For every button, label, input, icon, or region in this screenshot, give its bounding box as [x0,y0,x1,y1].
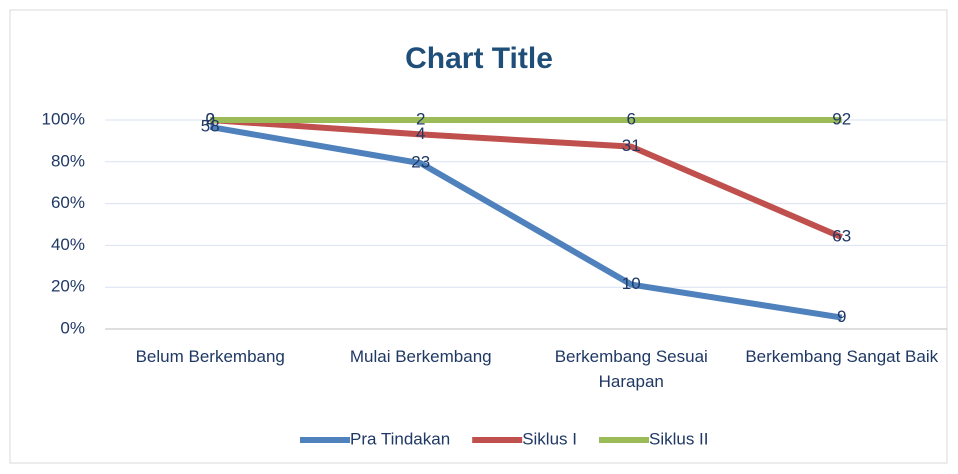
x-tick-label: Berkembang Sesuai Harapan [554,347,708,391]
data-label: 2 [416,109,425,128]
y-tick-label: 40% [51,235,85,254]
line-series [209,124,843,321]
y-tick-label: 100% [42,109,85,128]
chart-border [9,9,948,464]
data-label: 23 [411,153,430,172]
data-label: 6 [627,109,636,128]
y-tick-label: 0% [60,318,85,337]
data-label: 10 [622,274,641,293]
line-series [210,117,843,240]
data-label: 0 [206,109,215,128]
x-tick-label: Berkembang Sangat Baik [745,347,939,366]
legend-label: Siklus II [649,429,709,448]
data-label: 9 [837,307,846,326]
y-tick-label: 60% [51,193,85,212]
x-tick-label: Belum Berkembang [135,347,285,366]
data-label: 4 [416,124,425,143]
y-tick-label: 20% [51,277,85,296]
data-label: 58 [201,116,220,135]
data-label: 92 [832,109,851,128]
data-label: 2 [206,109,215,128]
legend-label: Siklus I [522,429,577,448]
y-tick-label: 80% [51,151,85,170]
chart-title: Chart Title [405,42,553,75]
data-label: 31 [622,136,641,155]
data-label: 63 [832,227,851,246]
x-tick-label: Mulai Berkembang [349,347,492,366]
legend-label: Pra Tindakan [350,429,450,448]
